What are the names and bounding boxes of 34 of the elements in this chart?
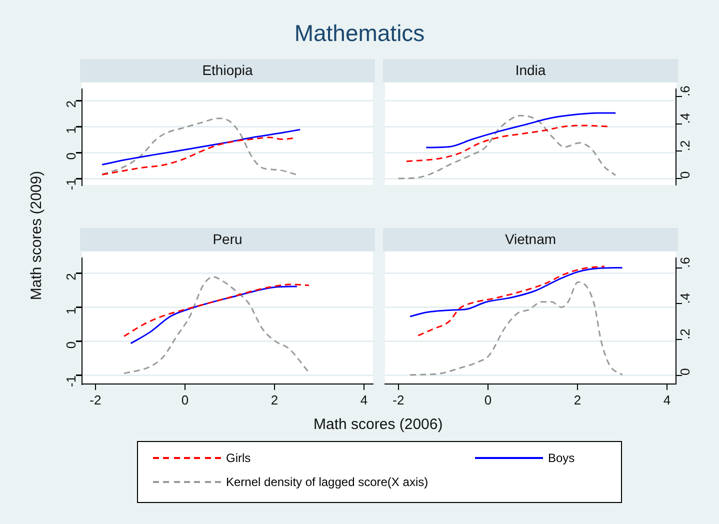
- legend-label: Girls: [226, 451, 251, 465]
- y-tick-label: 1: [64, 126, 79, 134]
- y-tick-label: 0: [64, 152, 79, 160]
- y2-tick-label: .6: [678, 256, 693, 268]
- legend-label: Kernel density of lagged score(X axis): [226, 475, 428, 489]
- x-axis-title: Math scores (2006): [314, 416, 443, 433]
- x-tick-label: -2: [392, 392, 404, 408]
- x-tick-label: 4: [360, 392, 368, 408]
- y2-tick-label: .2: [678, 140, 693, 152]
- x-tick-label: 0: [484, 392, 492, 408]
- y2-tick-label: 0: [678, 368, 693, 376]
- legend-label: Boys: [548, 451, 575, 465]
- y2-tick-label: 0: [678, 171, 693, 178]
- y2-tick-label: .4: [678, 112, 693, 124]
- x-tick-label: 0: [181, 392, 189, 408]
- x-tick-label: 2: [574, 392, 582, 408]
- chart-title: Ethiopia: [80, 59, 375, 82]
- y-tick-label: 1: [64, 307, 79, 314]
- x-tick-label: 2: [270, 392, 278, 408]
- chart-title: India: [383, 59, 678, 82]
- chart-title: Vietnam: [383, 228, 678, 251]
- y-tick-label: 2: [64, 273, 79, 280]
- y-tick-label: -1: [64, 178, 79, 190]
- y-tick-label: -1: [64, 375, 79, 388]
- y-tick-label: 0: [64, 341, 79, 349]
- text: Mathematics: [293, 20, 426, 47]
- chart-title: Peru: [80, 228, 375, 251]
- y2-tick-label: .6: [678, 86, 693, 96]
- y-tick-label: 2: [64, 100, 79, 108]
- x-tick-label: 4: [663, 392, 671, 408]
- x-tick-label: -2: [90, 392, 102, 408]
- y2-tick-label: .4: [678, 292, 693, 304]
- y2-tick-label: .2: [678, 328, 693, 340]
- y-axis-title: Math scores (2009): [28, 170, 45, 300]
